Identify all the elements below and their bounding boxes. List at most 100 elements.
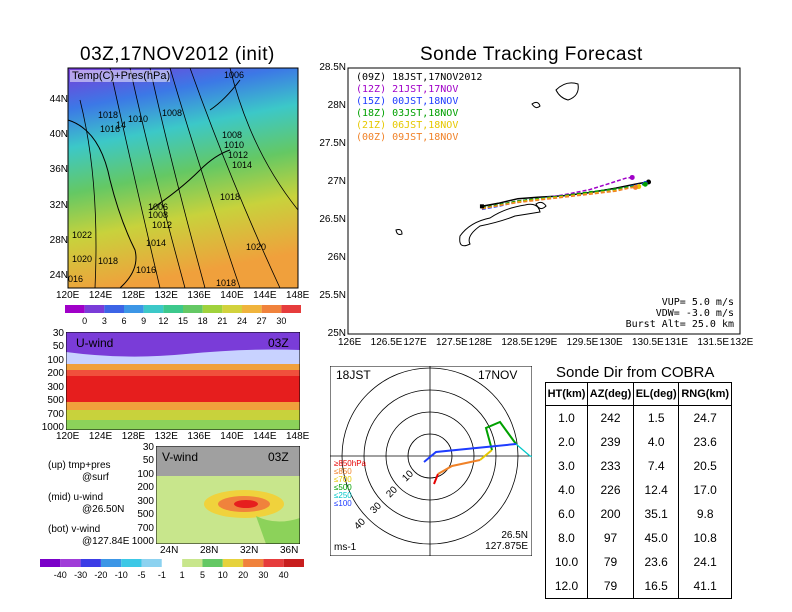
colorbar-segment (283, 559, 304, 567)
note-bot: (bot) v-wind @127.84E (48, 524, 130, 547)
table-cell: 35.1 (633, 502, 680, 526)
colorbar-label: -30 (74, 570, 87, 580)
table-cell: 12.4 (633, 478, 680, 502)
v-lat-axis: 24N 28N 32N 36N (150, 545, 306, 557)
track-lat-axis: 28.5N 28N 27.5N 27N 26.5N 26N 25.5N 25N (300, 60, 346, 340)
temp-pressure-map: 1006 1018 1010 1008 1016 14 1008 1010 10… (67, 67, 299, 289)
table-cell: 9.8 (678, 502, 732, 526)
lat-tick-label: 28.5N (319, 62, 346, 73)
svg-text:1006: 1006 (224, 70, 244, 80)
colorbar-label: -20 (94, 570, 107, 580)
lon-tick-label: 129.5E (566, 337, 599, 348)
colorbar-segment (84, 305, 105, 313)
table-cell: 242 (587, 405, 635, 430)
colorbar-segment (202, 305, 223, 313)
u-wind-section (66, 332, 300, 430)
table-header: EL(deg) (633, 382, 680, 406)
lon-tick-label: 131E (664, 337, 689, 348)
lon-tick-label: 124E (88, 431, 113, 442)
colorbar-label: 3 (102, 316, 107, 326)
colorbar-label: 12 (158, 316, 168, 326)
colorbar-label: 1 (180, 570, 185, 580)
lat-tick-label: 25.5N (319, 290, 346, 301)
table-cell: 4.0 (544, 478, 589, 502)
colorbar-segment (161, 559, 183, 567)
table-cell: 23.6 (633, 550, 680, 574)
colorbar-label: 27 (257, 316, 267, 326)
svg-text:14: 14 (116, 120, 126, 130)
v-pressure-axis: 30 50 100 200 300 500 700 1000 (124, 442, 154, 547)
table-cell: 16.5 (633, 574, 680, 599)
level-legend-entry: ≤850 (334, 467, 352, 476)
v-wind-label: V-wind (162, 450, 199, 464)
colorbar-label: 0 (82, 316, 87, 326)
colorbar-label: 6 (121, 316, 126, 326)
table-cell: 2.0 (544, 430, 589, 454)
lon-tick-label: 148E (286, 431, 310, 442)
lon-tick-label: 140E (220, 431, 244, 442)
colorbar-label: 15 (178, 316, 188, 326)
svg-text:1012: 1012 (152, 220, 172, 230)
polar-plot: 10 20 30 40 (330, 366, 532, 556)
colorbar-label: 40 (279, 570, 289, 580)
track-line-5 (481, 186, 636, 210)
table-cell: 200 (587, 502, 635, 526)
table-cell: 7.4 (633, 454, 680, 478)
table-cell: 4.0 (633, 430, 680, 454)
table-cell: 10.8 (678, 526, 732, 550)
svg-text:1018: 1018 (98, 110, 118, 120)
table-cell: 8.0 (544, 526, 589, 550)
table-row: 8.0 97 45.0 10.8 (544, 526, 732, 550)
temp-panel-label: Temp(C)+Pres(hPa) (72, 70, 171, 82)
temp-colorbar: 0 3 6 9 12 15 18 21 24 27 30 (65, 305, 301, 326)
colorbar-segment (100, 559, 122, 567)
lat-tick-label: 40N (49, 129, 68, 141)
sonde-table-title: Sonde Dir from COBRA (556, 364, 715, 381)
lon-tick-label: 127.5E (436, 337, 468, 348)
table-row: 6.0 200 35.1 9.8 (544, 502, 732, 526)
colorbar-label: -5 (138, 570, 146, 580)
colorbar-segment (242, 305, 262, 313)
temp-lat-axis: 44N 40N 36N 32N 28N 24N (44, 60, 68, 290)
lat-tick-label: 25N (327, 328, 346, 339)
pressure-tick-label: 300 (137, 495, 154, 507)
lon-tick-label: 128E (121, 431, 146, 442)
pressure-tick-label: 300 (47, 381, 64, 393)
table-row: 1.0 242 1.5 24.7 (544, 405, 732, 430)
temp-lon-axis: 120E 124E 128E 132E 136E 140E 144E 148E (56, 290, 309, 302)
colorbar-segment (222, 559, 244, 567)
table-header: AZ(deg) (587, 382, 635, 406)
lat-tick-label: 27.5N (319, 138, 346, 149)
table-row: 2.0 239 4.0 23.6 (544, 430, 732, 454)
colorbar-label: -40 (54, 570, 67, 580)
lon-tick-label: 132E (154, 431, 178, 442)
svg-text:1008: 1008 (222, 130, 242, 140)
lon-tick-label: 131.5E (697, 337, 730, 348)
table-cell: 6.0 (544, 502, 589, 526)
table-cell: 97 (587, 526, 635, 550)
colorbar-segment (65, 305, 85, 313)
colorbar-segment (60, 559, 81, 567)
svg-text:016: 016 (68, 274, 83, 284)
svg-text:1006: 1006 (148, 202, 168, 212)
polar-date: 17NOV (478, 368, 518, 382)
v-wind-section (156, 446, 300, 544)
table-cell: 1.0 (544, 405, 589, 430)
table-row: 3.0 233 7.4 20.5 (544, 454, 732, 478)
colorbar-segment (40, 559, 61, 567)
pressure-tick-label: 200 (137, 482, 154, 494)
colorbar-segment (281, 305, 301, 313)
v-colorbar: -40 -30 -20 -10 -5 -1 1 5 10 20 30 40 (40, 559, 304, 580)
table-cell: 24.1 (678, 550, 732, 574)
lat-tick-label: 28N (327, 100, 346, 111)
table-row: 4.0 226 12.4 17.0 (544, 478, 732, 502)
level-legend-entry: ≤500 (334, 483, 352, 492)
svg-text:1008: 1008 (148, 210, 168, 220)
colorbar-label: 30 (258, 570, 268, 580)
pressure-tick-label: 1000 (41, 422, 64, 433)
u-pressure-axis: 30 50 100 200 300 500 700 1000 (34, 328, 64, 433)
track-params: VUP= 5.0 m/s VDW= -3.0 m/s Burst Alt= 25… (625, 297, 734, 330)
table-cell: 23.6 (678, 430, 732, 454)
colorbar-segment (124, 305, 144, 313)
